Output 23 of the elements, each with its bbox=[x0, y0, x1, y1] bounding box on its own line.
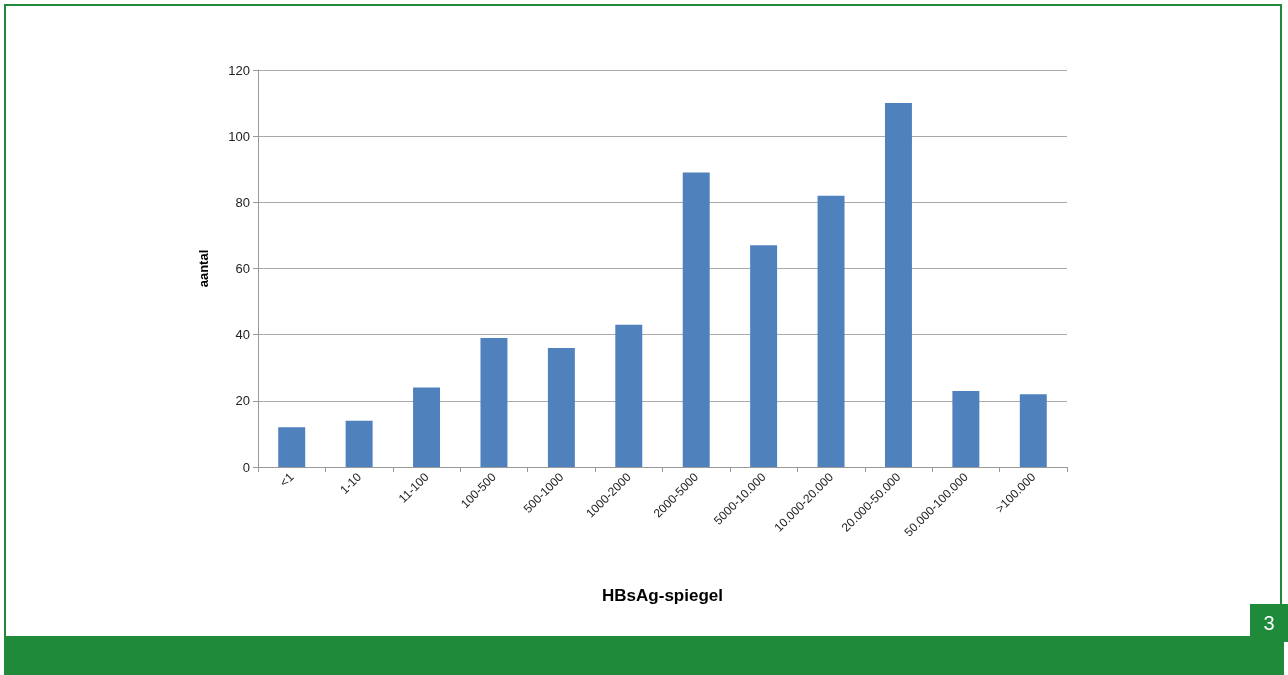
text: 3 bbox=[1250, 604, 1288, 642]
bar bbox=[413, 387, 441, 467]
bar bbox=[682, 172, 710, 467]
x-axis-title: HBsAg-spiegel bbox=[602, 586, 723, 605]
bar bbox=[817, 195, 845, 467]
bar bbox=[480, 337, 508, 467]
y-tick-label: 120 bbox=[228, 62, 250, 78]
y-tick-label: 40 bbox=[235, 327, 250, 343]
bar bbox=[547, 347, 575, 467]
y-tick-label: 20 bbox=[235, 393, 250, 409]
y-tick-label: 80 bbox=[235, 194, 250, 210]
bar bbox=[884, 103, 912, 467]
bar bbox=[615, 324, 643, 467]
bar bbox=[1019, 394, 1047, 467]
y-tick-label: 0 bbox=[242, 459, 250, 475]
x-tick-label: <1 bbox=[277, 469, 297, 490]
bar bbox=[952, 390, 980, 467]
y-tick-label: 100 bbox=[228, 128, 250, 144]
bar bbox=[750, 245, 778, 467]
bar bbox=[345, 420, 373, 467]
bar bbox=[278, 427, 306, 467]
y-axis-title: aantal bbox=[196, 249, 211, 288]
y-tick-label: 60 bbox=[235, 261, 250, 276]
